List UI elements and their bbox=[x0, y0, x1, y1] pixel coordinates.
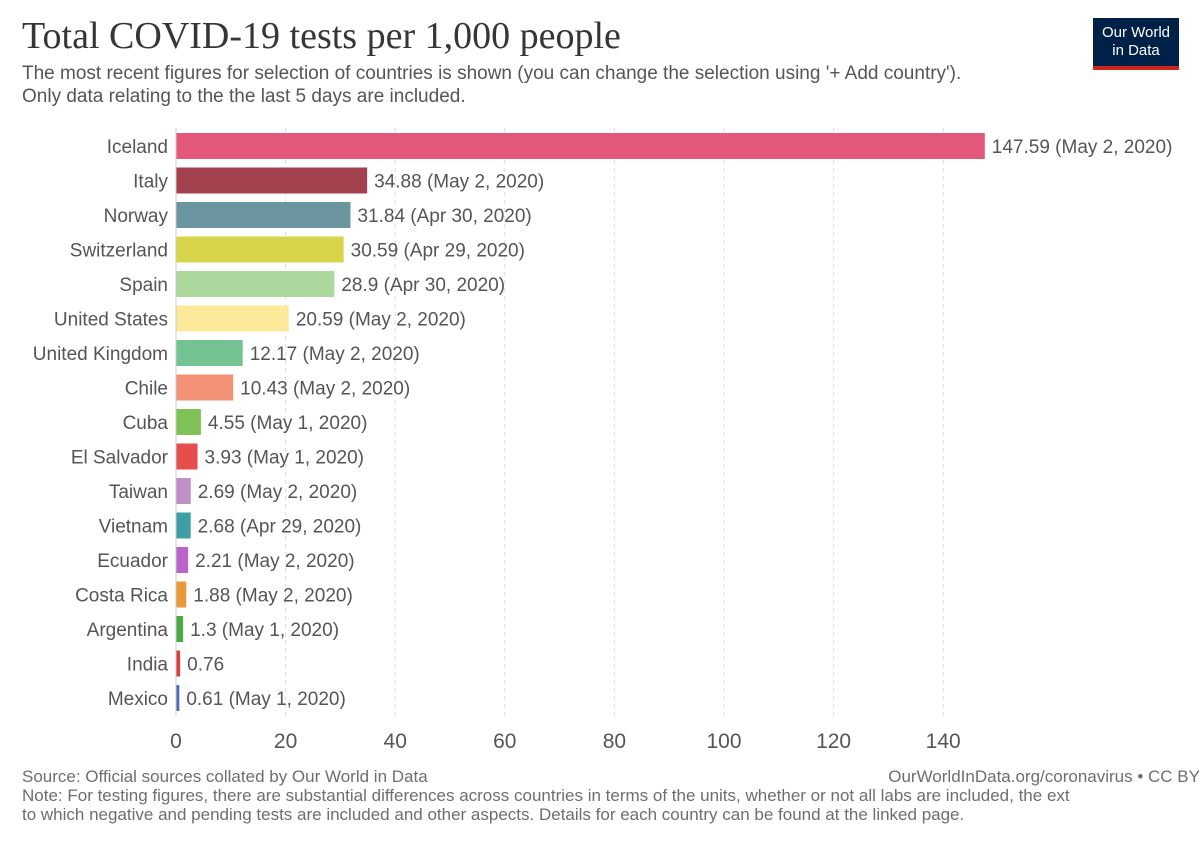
data-label: 3.93 (May 1, 2020) bbox=[205, 448, 364, 469]
data-label: 28.9 (Apr 30, 2020) bbox=[341, 275, 505, 296]
bar bbox=[176, 236, 344, 263]
data-label: 10.43 (May 2, 2020) bbox=[240, 379, 410, 400]
bar bbox=[176, 478, 191, 504]
bar bbox=[176, 305, 289, 332]
bar-chart: 0 20 40 60 80 100 120 140 Iceland 147.59 (May 2, … bbox=[33, 128, 1173, 753]
bar bbox=[176, 202, 351, 228]
data-label: 34.88 (May 2, 2020) bbox=[374, 172, 544, 193]
note-line-1: Note: For testing figures, there are sub… bbox=[22, 786, 1070, 805]
category-label: Norway bbox=[104, 206, 169, 227]
category-label: El Salvador bbox=[71, 448, 169, 469]
data-label: 0.61 (May 1, 2020) bbox=[186, 689, 345, 710]
category-label: Chile bbox=[125, 379, 168, 400]
x-tick-label: 0 bbox=[170, 730, 182, 753]
bar bbox=[176, 581, 187, 608]
bar bbox=[176, 443, 198, 470]
data-label: 1.3 (May 1, 2020) bbox=[190, 620, 339, 641]
bar bbox=[176, 650, 181, 677]
chart-title: Total COVID-19 tests per 1,000 people bbox=[22, 15, 621, 57]
x-tick-label: 100 bbox=[706, 730, 741, 753]
category-label: Cuba bbox=[123, 413, 169, 434]
category-label: Costa Rica bbox=[75, 586, 168, 607]
bar bbox=[176, 167, 368, 194]
data-label: 2.68 (Apr 29, 2020) bbox=[198, 517, 362, 538]
x-tick-label: 60 bbox=[493, 730, 516, 753]
x-tick-label: 20 bbox=[274, 730, 297, 753]
category-label: Ecuador bbox=[97, 551, 168, 572]
owid-logo[interactable]: Our World in Data bbox=[1093, 18, 1179, 70]
logo-line-1: Our World bbox=[1101, 24, 1171, 41]
data-label: 12.17 (May 2, 2020) bbox=[250, 344, 420, 365]
source-note: Source: Official sources collated by Our… bbox=[22, 767, 428, 786]
bar bbox=[176, 616, 184, 642]
category-label: Taiwan bbox=[109, 482, 168, 503]
owid-link[interactable]: OurWorldInData.org/coronavirus • CC BY bbox=[888, 767, 1200, 786]
data-label: 31.84 (Apr 30, 2020) bbox=[357, 206, 531, 227]
category-label: Switzerland bbox=[70, 241, 168, 262]
data-label: 2.21 (May 2, 2020) bbox=[195, 551, 354, 572]
bar bbox=[176, 340, 243, 366]
data-label: 1.88 (May 2, 2020) bbox=[193, 586, 352, 607]
data-label: 0.76 bbox=[187, 655, 224, 676]
x-tick-label: 120 bbox=[816, 730, 851, 753]
category-label: Argentina bbox=[87, 620, 169, 641]
logo-line-2: in Data bbox=[1112, 42, 1160, 59]
category-label: India bbox=[127, 655, 169, 676]
chart-footer: Source: Official sources collated by Our… bbox=[22, 767, 1200, 824]
category-label: Iceland bbox=[107, 137, 168, 158]
x-tick-label: 140 bbox=[926, 730, 961, 753]
data-label: 2.69 (May 2, 2020) bbox=[198, 482, 357, 503]
category-label: United States bbox=[54, 310, 168, 331]
data-label: 4.55 (May 1, 2020) bbox=[208, 413, 367, 434]
category-label: Spain bbox=[119, 275, 168, 296]
data-label: 30.59 (Apr 29, 2020) bbox=[351, 241, 525, 262]
x-tick-label: 40 bbox=[384, 730, 407, 753]
bar bbox=[176, 271, 335, 297]
bar bbox=[176, 409, 201, 435]
category-label: Italy bbox=[133, 172, 168, 193]
chart-subtitle: The most recent figures for selection of… bbox=[22, 62, 1082, 108]
subtitle-line-2: Only data relating to the the last 5 day… bbox=[22, 86, 466, 107]
data-label: 147.59 (May 2, 2020) bbox=[992, 137, 1173, 158]
category-label: Mexico bbox=[108, 689, 168, 710]
bar bbox=[176, 512, 191, 539]
x-tick-label: 80 bbox=[603, 730, 626, 753]
subtitle-line-1: The most recent figures for selection of… bbox=[22, 63, 962, 84]
bar bbox=[176, 133, 985, 159]
bar bbox=[176, 374, 234, 401]
note-line-2: to which negative and pending tests are … bbox=[22, 805, 965, 824]
data-label: 20.59 (May 2, 2020) bbox=[296, 310, 466, 331]
category-label: Vietnam bbox=[99, 517, 168, 538]
bar bbox=[176, 685, 180, 711]
bar bbox=[176, 547, 189, 573]
category-label: United Kingdom bbox=[33, 344, 168, 365]
